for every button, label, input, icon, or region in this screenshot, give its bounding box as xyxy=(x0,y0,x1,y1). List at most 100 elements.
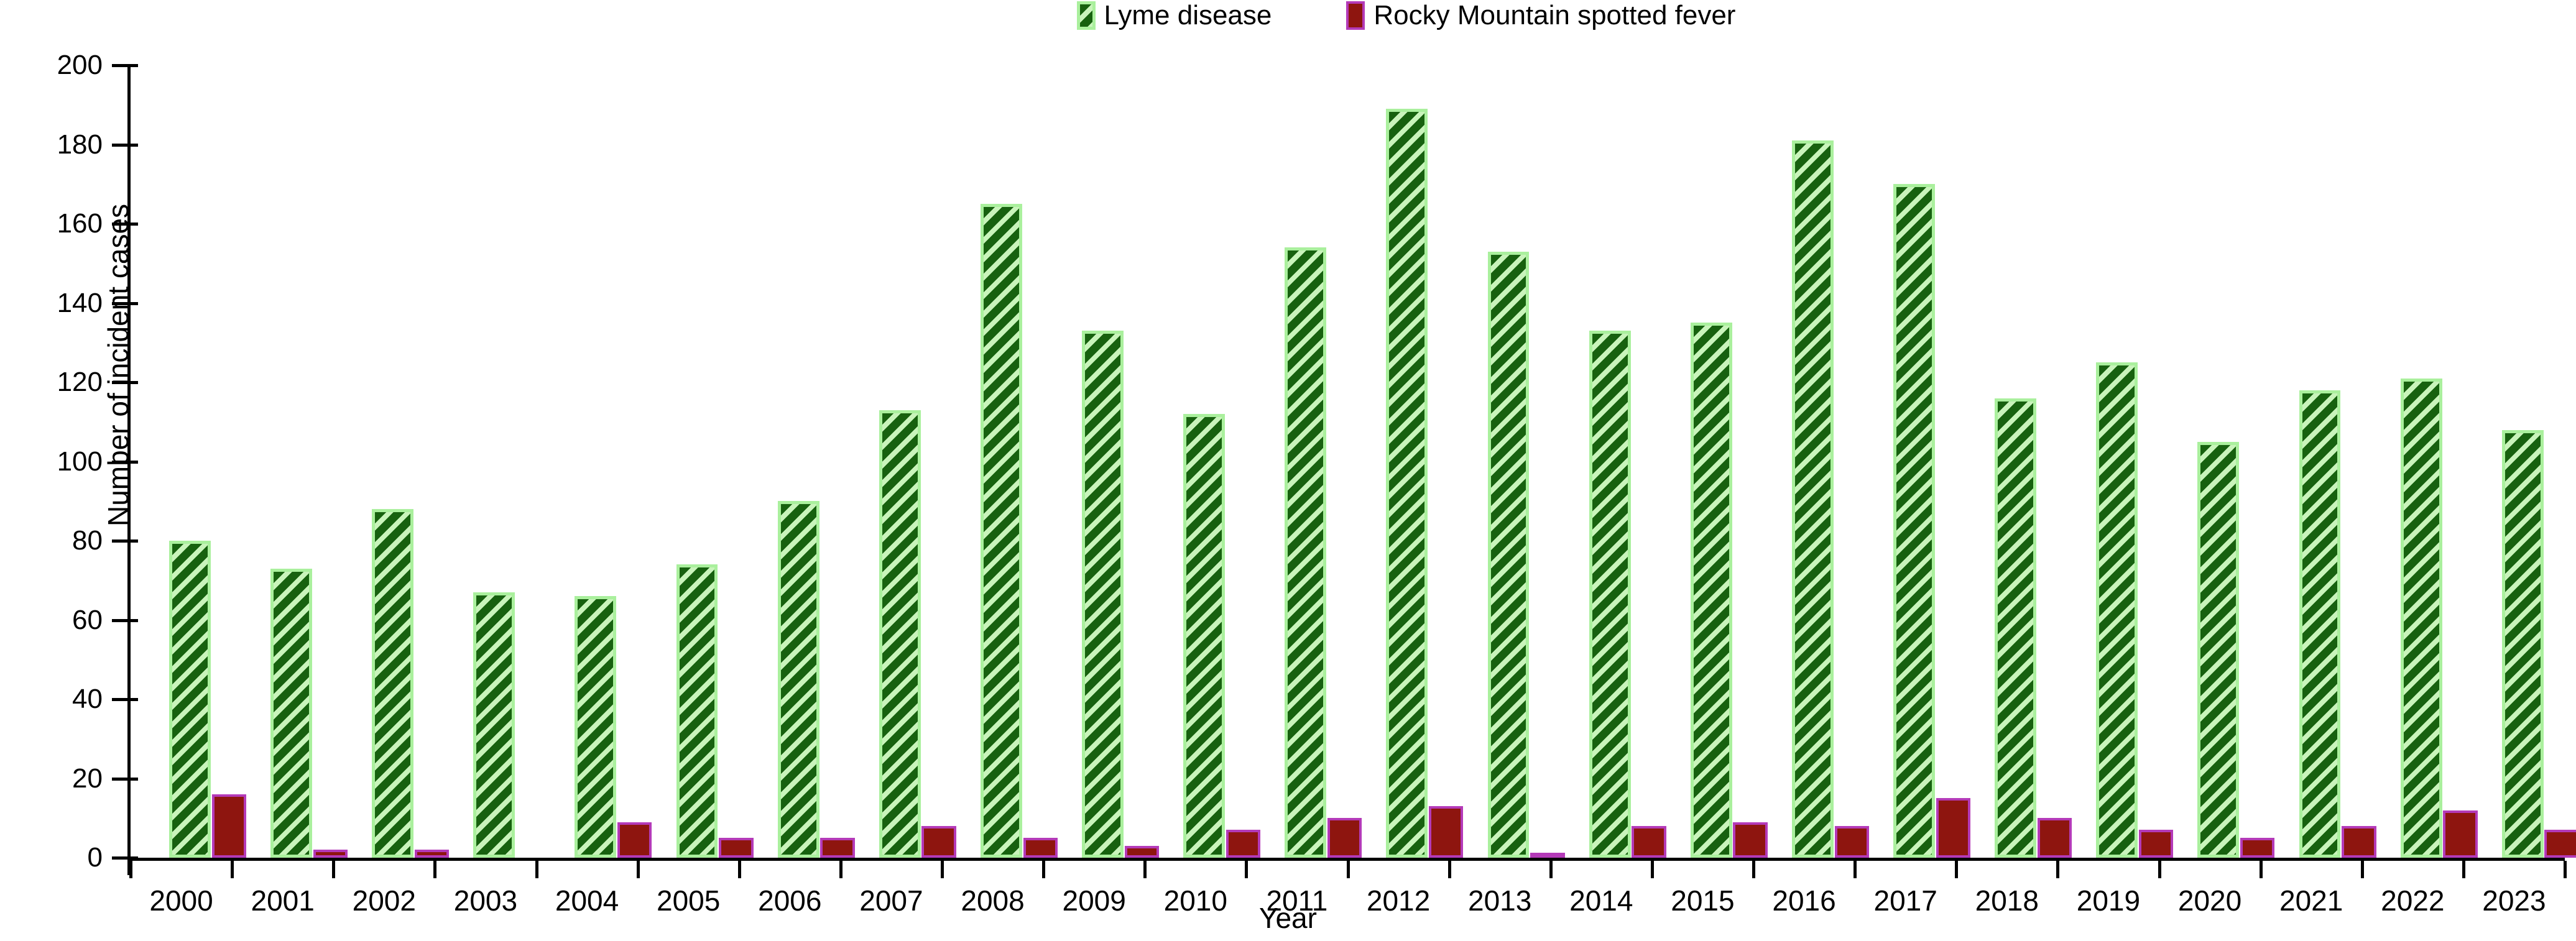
y-tick-inner-120 xyxy=(131,381,138,384)
y-tick-60 xyxy=(112,618,131,622)
bar-group-2020: 2020 xyxy=(2159,65,2275,915)
bar-group-2007: 2007 xyxy=(841,65,956,915)
bar-group-2023: 2023 xyxy=(2463,65,2576,915)
legend-label-lyme: Lyme disease xyxy=(1104,0,1272,30)
bar-group-2010: 2010 xyxy=(1145,65,1261,915)
x-category-label-2016: 2016 xyxy=(1772,884,1836,917)
bar-group-2017: 2017 xyxy=(1855,65,1971,915)
bar-rmsf-2001 xyxy=(313,850,348,858)
bar-group-2003: 2003 xyxy=(435,65,536,915)
x-tick-0 xyxy=(129,861,132,878)
y-tick-120 xyxy=(112,381,131,384)
bar-rmsf-2011 xyxy=(1327,818,1362,858)
bar-group-2008: 2008 xyxy=(942,65,1058,915)
bar-lyme-2003 xyxy=(473,592,515,858)
x-tick-10 xyxy=(1143,861,1147,878)
x-tick-17 xyxy=(1854,861,1857,878)
x-category-label-2006: 2006 xyxy=(758,884,822,917)
bar-rmsf-2023 xyxy=(2544,830,2576,858)
y-tick-20 xyxy=(112,777,131,781)
bar-group-2001: 2001 xyxy=(232,65,348,915)
y-tick-inner-200 xyxy=(131,64,138,67)
plot-area: Number of incident cases 0 20 40 60 80 100 120… xyxy=(57,52,2576,915)
x-category-label-2015: 2015 xyxy=(1671,884,1735,917)
bar-rmsf-2000 xyxy=(211,794,246,858)
bar-group-2016: 2016 xyxy=(1753,65,1869,915)
bar-lyme-2005 xyxy=(676,564,718,858)
x-tick-2 xyxy=(332,861,336,878)
bar-lyme-2011 xyxy=(1285,247,1327,858)
x-category-label-2010: 2010 xyxy=(1163,884,1227,917)
bar-group-2002: 2002 xyxy=(333,65,450,915)
legend-label-rmsf: Rocky Mountain spotted fever xyxy=(1373,0,1736,30)
x-tick-19 xyxy=(2056,861,2060,878)
y-tick-40 xyxy=(112,698,131,701)
x-category-label-2022: 2022 xyxy=(2381,884,2445,917)
x-tick-12 xyxy=(1346,861,1350,878)
bar-lyme-2015 xyxy=(1690,323,1732,858)
x-tick-4 xyxy=(535,861,538,878)
y-tick-label-120: 120 xyxy=(57,367,103,397)
bar-rmsf-2019 xyxy=(2138,830,2174,858)
x-category-label-2014: 2014 xyxy=(1569,884,1633,917)
bar-lyme-2008 xyxy=(980,204,1022,858)
bar-rmsf-2004 xyxy=(617,822,652,858)
bar-group-2009: 2009 xyxy=(1043,65,1160,915)
y-axis-title: Number of incident cases xyxy=(102,203,134,526)
bar-lyme-2019 xyxy=(2096,362,2138,858)
x-tick-23 xyxy=(2462,861,2465,878)
x-tick-9 xyxy=(1042,861,1046,878)
x-category-label-2020: 2020 xyxy=(2177,884,2242,917)
bar-rmsf-2002 xyxy=(414,850,450,858)
legend-swatch-lyme-icon xyxy=(1076,1,1096,30)
bar-lyme-2001 xyxy=(270,568,312,858)
bar-rmsf-2010 xyxy=(1226,830,1261,858)
y-tick-label-180: 180 xyxy=(57,129,103,160)
y-tick-inner-40 xyxy=(131,698,138,701)
bar-group-2015: 2015 xyxy=(1652,65,1768,915)
x-tick-1 xyxy=(231,861,234,878)
bar-rmsf-2022 xyxy=(2443,810,2478,858)
bar-rmsf-2012 xyxy=(1429,806,1464,858)
x-axis-title: Year xyxy=(1259,902,1317,934)
bar-lyme-2000 xyxy=(169,541,211,858)
x-tick-14 xyxy=(1549,861,1553,878)
bar-lyme-2022 xyxy=(2400,378,2442,858)
bar-rmsf-2021 xyxy=(2342,826,2376,858)
y-tick-inner-20 xyxy=(131,777,138,781)
y-axis-overhang xyxy=(127,858,131,875)
bar-lyme-2017 xyxy=(1893,184,1935,858)
y-tick-inner-180 xyxy=(131,143,138,147)
bar-lyme-2023 xyxy=(2501,429,2544,858)
y-tick-160 xyxy=(112,223,131,226)
bar-group-2022: 2022 xyxy=(2362,65,2478,915)
bar-rmsf-2016 xyxy=(1834,826,1869,858)
y-tick-inner-0 xyxy=(131,856,138,860)
bar-group-2000: 2000 xyxy=(131,65,246,915)
bar-rmsf-2008 xyxy=(1023,838,1058,858)
bar-lyme-2020 xyxy=(2197,441,2240,858)
x-tick-11 xyxy=(1245,861,1249,878)
x-category-label-2000: 2000 xyxy=(149,884,213,917)
bar-lyme-2018 xyxy=(1995,398,2037,858)
y-tick-label-60: 60 xyxy=(72,604,103,635)
bar-rmsf-2018 xyxy=(2037,818,2072,858)
bar-rmsf-2020 xyxy=(2240,838,2275,858)
x-tick-5 xyxy=(636,861,640,878)
bar-lyme-2007 xyxy=(879,410,921,858)
bar-rmsf-2014 xyxy=(1632,826,1666,858)
bar-rmsf-2015 xyxy=(1733,822,1768,858)
bar-lyme-2004 xyxy=(575,596,617,858)
bar-group-2006: 2006 xyxy=(739,65,855,915)
bar-rmsf-2005 xyxy=(719,838,754,858)
legend-swatch-rmsf-icon xyxy=(1346,1,1365,30)
y-tick-180 xyxy=(112,143,131,147)
legend-item-rmsf: Rocky Mountain spotted fever xyxy=(1346,1,1735,30)
y-tick-inner-140 xyxy=(131,301,138,305)
x-category-label-2013: 2013 xyxy=(1468,884,1532,917)
y-tick-inner-160 xyxy=(131,223,138,226)
bar-group-2021: 2021 xyxy=(2261,65,2376,915)
x-category-label-2003: 2003 xyxy=(453,884,518,917)
y-tick-inner-100 xyxy=(131,460,138,464)
bar-rmsf-2009 xyxy=(1124,845,1160,858)
